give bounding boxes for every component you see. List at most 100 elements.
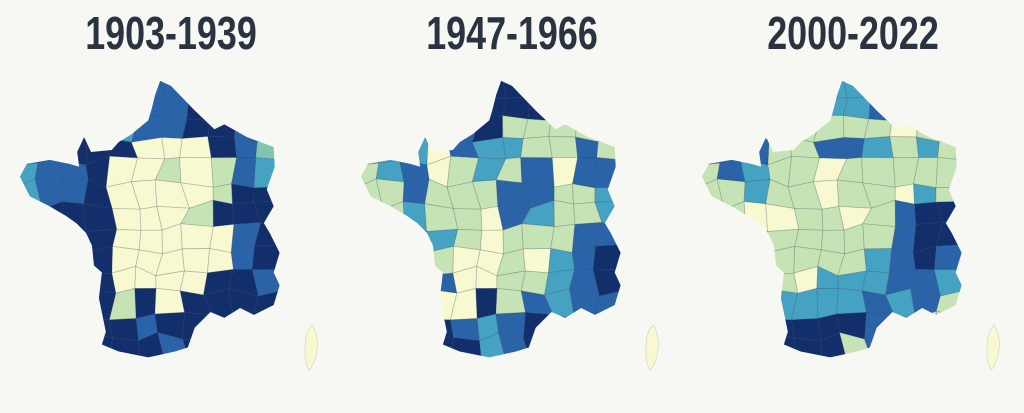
department-cell [864, 338, 892, 357]
department-cell [33, 80, 67, 96]
corsica-island [986, 324, 1000, 371]
department-cell [378, 266, 405, 295]
department-cell [747, 117, 773, 141]
department-cell [19, 245, 42, 274]
department-cell [251, 244, 280, 271]
department-cell [744, 201, 769, 232]
department-cell [397, 332, 429, 358]
department-cell [275, 355, 280, 358]
department-cell [502, 96, 531, 120]
department-cell [523, 338, 551, 357]
department-cell [966, 92, 988, 122]
department-cell [207, 136, 237, 159]
department-cell [522, 118, 552, 139]
department-cell [35, 114, 66, 143]
era-panel-3: 2000-2022 [683, 0, 1024, 413]
department-cell [206, 248, 234, 274]
department-cell [377, 336, 407, 356]
department-cell [546, 80, 580, 97]
department-cell [253, 310, 278, 341]
department-cell [913, 183, 937, 205]
department-cell [36, 288, 64, 321]
department-cell [360, 245, 383, 274]
department-cell [40, 225, 65, 254]
department-cell [592, 244, 621, 271]
department-cell [181, 118, 210, 139]
department-cell [278, 186, 280, 211]
department-cell [428, 318, 454, 339]
department-cell [360, 293, 380, 321]
department-cell [452, 208, 483, 231]
department-cell [815, 361, 847, 383]
department-cell [450, 337, 483, 358]
department-cell [406, 80, 431, 94]
department-cell [791, 356, 824, 358]
department-cell [702, 293, 721, 321]
department-cell [19, 315, 38, 341]
department-cell [360, 225, 384, 254]
department-cell [133, 361, 165, 383]
department-cell [36, 354, 66, 358]
department-cell [594, 186, 621, 203]
department-cell [619, 200, 621, 230]
department-cell [592, 269, 621, 297]
department-cell [252, 355, 280, 358]
department-cell [889, 116, 919, 138]
department-cell [235, 92, 261, 120]
department-cell [503, 354, 530, 358]
department-cell [181, 338, 210, 357]
departments-mosaic [19, 80, 305, 383]
department-cell [19, 335, 41, 358]
department-cell [936, 310, 961, 341]
department-cell [282, 269, 305, 297]
department-cell [887, 80, 921, 97]
department-cell [861, 157, 896, 188]
corsica-island [304, 324, 318, 371]
department-cell [548, 136, 579, 159]
department-cell [377, 315, 407, 341]
department-cell [715, 90, 749, 121]
department-cell [427, 113, 454, 141]
department-cell [765, 272, 799, 294]
department-cell [722, 225, 747, 254]
department-cell [702, 354, 724, 358]
department-cell [616, 355, 621, 358]
department-cell [959, 289, 962, 317]
department-cell [61, 318, 92, 338]
department-cell [864, 248, 893, 274]
department-cell [715, 80, 749, 96]
department-cell [450, 356, 483, 358]
department-cell [702, 266, 721, 297]
department-cell [277, 221, 280, 254]
era-title: 1903-1939 [84, 7, 257, 59]
department-cell [745, 231, 774, 252]
department-cell [230, 335, 258, 358]
department-cell [277, 311, 280, 334]
department-cell [360, 315, 379, 341]
corsica-island [645, 324, 659, 371]
department-cell [406, 90, 432, 121]
department-cell [935, 157, 962, 189]
department-cell [891, 223, 917, 253]
department-cell [81, 332, 113, 358]
department-cell [965, 269, 988, 297]
department-cell [111, 208, 141, 231]
department-cell [82, 272, 116, 294]
department-cell [209, 92, 238, 122]
department-cell [278, 160, 280, 189]
department-cell [403, 247, 433, 277]
department-cell [65, 90, 90, 121]
department-cell [864, 80, 895, 97]
department-cell [934, 269, 962, 297]
department-cell [616, 332, 621, 358]
department-cell [593, 113, 621, 143]
department-cell [570, 80, 602, 94]
department-cell [861, 136, 894, 159]
department-cell [593, 91, 621, 120]
department-cell [702, 199, 726, 232]
department-cell [623, 244, 650, 269]
department-cell [912, 80, 943, 94]
department-cell [623, 269, 646, 297]
department-cell [184, 354, 210, 358]
department-cell [571, 335, 600, 358]
